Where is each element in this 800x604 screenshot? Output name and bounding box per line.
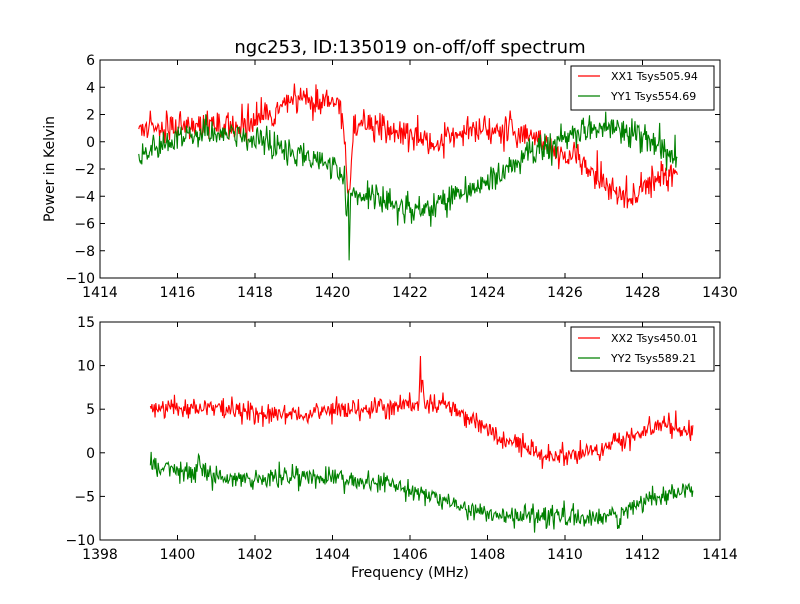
bottom-x-tick-label: 1400	[160, 547, 196, 563]
top-y-tick-label: 4	[86, 80, 95, 96]
top-y-tick-label: 2	[86, 108, 95, 124]
top-x-tick-label: 1422	[392, 285, 428, 301]
bottom-x-tick-label: 1412	[625, 547, 661, 563]
top-x-ticks: 1414 1416 1418 1420 1422 1424 1426 1428 1430	[82, 60, 738, 301]
top-y-tick-label: −4	[74, 189, 95, 205]
bottom-series-line-0	[149, 355, 694, 469]
top-x-tick-label: 1430	[702, 285, 738, 301]
top-x-tick-label: 1418	[237, 285, 273, 301]
top-x-tick-label: 1420	[315, 285, 351, 301]
top-legend-box	[570, 65, 715, 111]
top-x-tick-label: 1416	[160, 285, 196, 301]
top-legend: XX1 Tsys505.94 YY1 Tsys554.69	[570, 65, 715, 111]
bottom-y-tick-label: 10	[77, 359, 95, 375]
bottom-legend-box	[570, 326, 715, 372]
bottom-y-tick-label: 5	[86, 402, 95, 418]
bottom-legend-label-1: YY2 Tsys589.21	[610, 352, 696, 365]
top-y-tick-label: −8	[74, 244, 95, 260]
top-y-ticks: −10 −8 −6 −4 −2 0 2 4 6	[65, 53, 720, 287]
bottom-series-line-1	[149, 451, 694, 533]
bottom-panel: 1398 1400 1402 1404 1406 1408 1410 1412 1414 −10…	[65, 315, 737, 581]
bottom-y-tick-label: 0	[86, 446, 95, 462]
top-y-tick-label: −10	[65, 271, 95, 287]
top-y-tick-label: −6	[74, 217, 95, 233]
bottom-x-tick-label: 1410	[547, 547, 583, 563]
top-y-tick-label: 0	[86, 135, 95, 151]
top-x-tick-label: 1424	[470, 285, 506, 301]
top-series-group	[138, 83, 678, 261]
bottom-x-tick-label: 1398	[82, 547, 118, 563]
top-legend-label-0: XX1 Tsys505.94	[611, 70, 698, 83]
chart-title: ngc253, ID:135019 on-off/off spectrum	[234, 37, 585, 58]
bottom-y-tick-label: −10	[65, 533, 95, 549]
top-x-tick-label: 1428	[625, 285, 661, 301]
x-axis-label: Frequency (MHz)	[351, 565, 469, 581]
top-panel: 1414 1416 1418 1420 1422 1424 1426 1428 1430 −10…	[42, 53, 738, 301]
bottom-x-tick-label: 1404	[315, 547, 351, 563]
top-x-tick-label: 1414	[82, 285, 118, 301]
bottom-legend: XX2 Tsys450.01 YY2 Tsys589.21	[570, 326, 715, 372]
bottom-legend-label-0: XX2 Tsys450.01	[611, 332, 698, 345]
top-y-tick-label: 6	[86, 53, 95, 69]
top-y-axis-label: Power in Kelvin	[42, 116, 58, 222]
top-y-tick-label: −2	[74, 162, 95, 178]
bottom-y-tick-label: −5	[74, 489, 95, 505]
bottom-x-tick-label: 1408	[470, 547, 506, 563]
bottom-y-tick-label: 15	[77, 315, 95, 331]
bottom-series-group	[149, 355, 694, 533]
bottom-x-tick-label: 1402	[237, 547, 273, 563]
bottom-x-tick-label: 1406	[392, 547, 428, 563]
bottom-y-ticks: −10 −5 0 5 10 15	[65, 315, 720, 549]
top-series-line-0	[138, 83, 678, 209]
top-x-tick-label: 1426	[547, 285, 583, 301]
top-legend-label-1: YY1 Tsys554.69	[610, 90, 696, 103]
bottom-x-tick-label: 1414	[702, 547, 738, 563]
bottom-x-ticks: 1398 1400 1402 1404 1406 1408 1410 1412 1414	[82, 322, 738, 563]
top-series-line-1	[138, 111, 678, 261]
